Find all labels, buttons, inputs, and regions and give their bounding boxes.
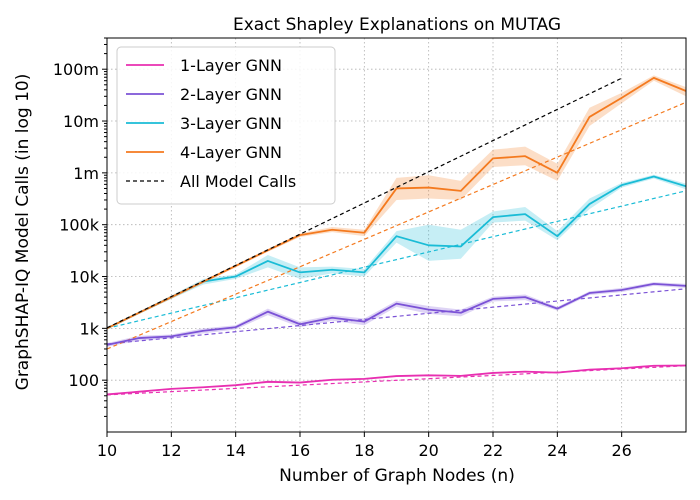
series-lines [107,76,686,396]
y-tick-label: 10k [69,268,99,287]
y-tick-label: 10m [63,112,99,131]
x-tick-label: 16 [290,441,310,460]
x-tick-label: 20 [418,441,438,460]
axis-ticks: 10 12 14 16 18 20 22 24 26 100 1k 10k 100k 1m 10m 100m [53,37,632,460]
legend-label-3-layer-gnn: 3-Layer GNN [180,114,282,133]
2-layer-gnn-trend-line [107,288,686,345]
y-tick-label: 1k [80,319,100,338]
plot-frame [106,37,687,433]
y-tick-label: 100 [68,371,99,390]
x-tick-label: 14 [225,441,245,460]
x-tick-label: 12 [161,441,181,460]
legend-label-2-layer-gnn: 2-Layer GNN [180,85,282,104]
legend-label-all-model-calls: All Model Calls [180,172,296,191]
y-tick-label: 100k [59,216,100,235]
x-tick-label: 24 [547,441,567,460]
2-layer-gnn-line [107,283,686,346]
x-tick-label: 26 [611,441,631,460]
x-axis-label: Number of Graph Nodes (n) [279,466,515,486]
y-axis-label: GraphSHAP-IQ Model Calls (in log 10) [13,74,33,391]
all-model-calls-line [107,77,622,329]
1-layer-gnn-trend-line [107,365,686,396]
3-layer-gnn-trend-line [107,190,686,329]
legend-label-1-layer-gnn: 1-Layer GNN [180,56,282,75]
y-tick-label: 1m [73,164,99,183]
y-tick-label: 100m [53,60,99,79]
legend-label-4-layer-gnn: 4-Layer GNN [180,143,282,162]
trend-lines [107,101,686,396]
legend-box [116,46,336,205]
x-tick-label: 18 [354,441,374,460]
1-layer-gnn-line [107,364,686,396]
chart-title: Exact Shapley Explanations on MUTAG [233,15,561,35]
legend: 1-Layer GNN 2-Layer GNN 3-Layer GNN 4-Layer… [116,46,336,205]
x-tick-label: 22 [483,441,503,460]
x-tick-label: 10 [97,441,117,460]
